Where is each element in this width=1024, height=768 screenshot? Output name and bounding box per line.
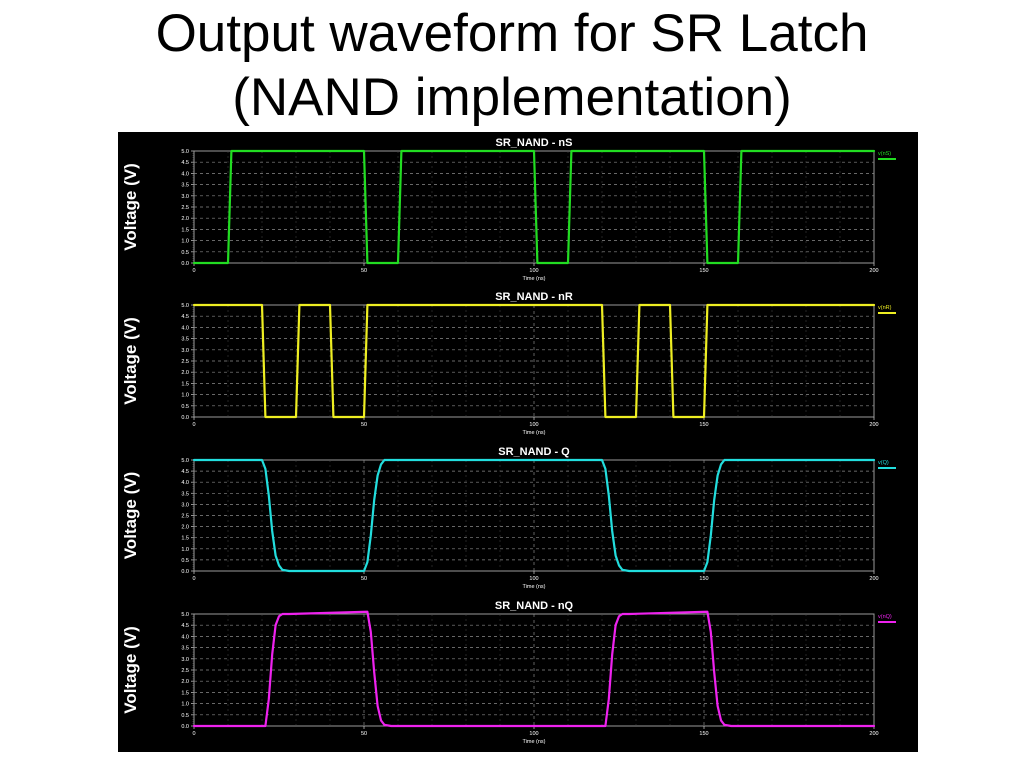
slide-title: Output waveform for SR Latch (NAND imple… — [0, 2, 1024, 130]
y-tick-label: 4.5 — [181, 160, 189, 166]
series-line-vnq — [192, 610, 876, 728]
y-tick-label: 1.5 — [181, 381, 189, 387]
x-axis-label: Time (ns) — [522, 430, 545, 436]
y-tick-label: 0.0 — [181, 569, 189, 575]
x-tick-label: 0 — [192, 576, 195, 582]
slide-title-line-1: Output waveform for SR Latch — [155, 4, 869, 63]
waveform-panel-2: 0.0 0.5 1.0 1.5 2.0 2.5 3.0 3.5 4.0 4.5 5.0 0 50 100 1… — [121, 291, 896, 436]
y-tick-label: 4.0 — [181, 634, 189, 640]
x-tick-label: 150 — [699, 731, 708, 737]
y-tick-label: 3.5 — [181, 491, 189, 497]
y-tick-label: 3.0 — [181, 657, 189, 663]
waveform-panel-4: 0.0 0.5 1.0 1.5 2.0 2.5 3.0 3.5 4.0 4.5 5.0 0 50 100 1… — [121, 600, 896, 745]
panel-title: SR_NAND - nQ — [495, 600, 574, 612]
y-tick-label: 5.0 — [181, 149, 189, 155]
panel-title: SR_NAND - nS — [495, 137, 572, 149]
x-tick-label: 200 — [869, 268, 878, 274]
legend-label: v(nQ) — [878, 614, 892, 620]
y-axis-label: Voltage (V) — [121, 317, 140, 405]
x-tick-label: 100 — [529, 576, 538, 582]
y-tick-label: 0.5 — [181, 558, 189, 564]
y-tick-label: 4.0 — [181, 171, 189, 177]
y-tick-label: 2.0 — [181, 525, 189, 531]
series-line-vns — [192, 149, 876, 265]
x-tick-label: 50 — [361, 268, 367, 274]
y-tick-label: 1.5 — [181, 227, 189, 233]
waveform-viewer: 0.0 0.5 1.0 1.5 2.0 2.5 3.0 3.5 4.0 4.5 5.0 0 50 100 1… — [118, 132, 918, 752]
y-tick-label: 4.5 — [181, 623, 189, 629]
x-tick-label: 150 — [699, 576, 708, 582]
panel-title: SR_NAND - Q — [498, 446, 570, 458]
y-tick-label: 5.0 — [181, 458, 189, 464]
x-tick-label: 100 — [529, 731, 538, 737]
x-tick-label: 50 — [361, 422, 367, 428]
y-tick-label: 1.5 — [181, 690, 189, 696]
y-tick-label: 3.5 — [181, 337, 189, 343]
x-tick-label: 50 — [361, 731, 367, 737]
x-axis-label: Time (ns) — [522, 276, 545, 282]
y-tick-label: 0.0 — [181, 415, 189, 421]
y-tick-label: 2.5 — [181, 205, 189, 211]
x-tick-label: 0 — [192, 731, 195, 737]
legend-label: v(nS) — [878, 151, 891, 157]
y-tick-label: 1.0 — [181, 393, 189, 399]
y-tick-label: 3.0 — [181, 194, 189, 200]
y-tick-label: 1.5 — [181, 536, 189, 542]
y-tick-label: 0.5 — [181, 713, 189, 719]
y-tick-label: 2.0 — [181, 216, 189, 222]
series-line-vnr — [192, 303, 876, 419]
x-tick-label: 150 — [699, 422, 708, 428]
y-tick-label: 4.5 — [181, 469, 189, 475]
y-axis-label: Voltage (V) — [121, 163, 140, 251]
x-axis-label: Time (ns) — [522, 739, 545, 745]
y-tick-label: 1.0 — [181, 547, 189, 553]
x-tick-label: 200 — [869, 731, 878, 737]
y-tick-label: 0.5 — [181, 250, 189, 256]
x-tick-label: 200 — [869, 422, 878, 428]
x-tick-label: 200 — [869, 576, 878, 582]
x-tick-label: 0 — [192, 268, 195, 274]
y-tick-label: 0.5 — [181, 404, 189, 410]
y-tick-label: 4.0 — [181, 480, 189, 486]
y-tick-label: 1.0 — [181, 239, 189, 245]
x-axis-label: Time (ns) — [522, 584, 545, 590]
y-tick-label: 5.0 — [181, 612, 189, 618]
y-tick-label: 3.5 — [181, 646, 189, 652]
waveform-panel-1: 0.0 0.5 1.0 1.5 2.0 2.5 3.0 3.5 4.0 4.5 5.0 0 50 100 1… — [121, 137, 896, 282]
legend-label: v(nR) — [878, 305, 892, 311]
x-tick-label: 0 — [192, 422, 195, 428]
y-tick-label: 0.0 — [181, 261, 189, 267]
waveform-panel-3: 0.0 0.5 1.0 1.5 2.0 2.5 3.0 3.5 4.0 4.5 5.0 0 50 100 1… — [121, 446, 896, 590]
y-tick-label: 2.0 — [181, 679, 189, 685]
series-line-vq — [192, 458, 876, 573]
waveform-plots: 0.0 0.5 1.0 1.5 2.0 2.5 3.0 3.5 4.0 4.5 5.0 0 50 100 1… — [121, 137, 896, 745]
y-tick-label: 3.0 — [181, 348, 189, 354]
y-axis-label: Voltage (V) — [121, 472, 140, 560]
slide-title-line-2: (NAND implementation) — [232, 68, 792, 127]
y-tick-label: 2.0 — [181, 370, 189, 376]
y-tick-label: 1.0 — [181, 702, 189, 708]
y-tick-label: 0.0 — [181, 724, 189, 730]
y-tick-label: 4.5 — [181, 314, 189, 320]
legend-label: v(Q) — [878, 460, 889, 466]
y-tick-label: 2.5 — [181, 668, 189, 674]
y-tick-label: 3.5 — [181, 183, 189, 189]
y-tick-label: 2.5 — [181, 359, 189, 365]
x-tick-label: 150 — [699, 268, 708, 274]
y-tick-label: 2.5 — [181, 514, 189, 520]
y-axis-label: Voltage (V) — [121, 626, 140, 714]
panel-title: SR_NAND - nR — [495, 291, 573, 303]
x-tick-label: 50 — [361, 576, 367, 582]
y-tick-label: 5.0 — [181, 303, 189, 309]
y-tick-label: 4.0 — [181, 325, 189, 331]
y-tick-label: 3.0 — [181, 502, 189, 508]
x-tick-label: 100 — [529, 422, 538, 428]
x-tick-label: 100 — [529, 268, 538, 274]
